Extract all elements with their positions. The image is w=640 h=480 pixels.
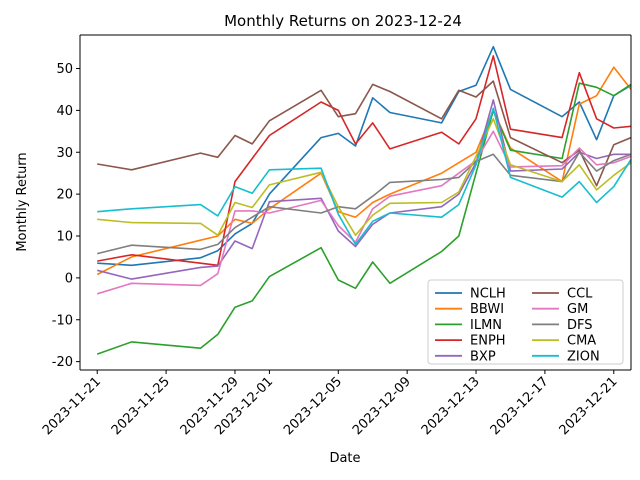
legend-label: GM — [567, 302, 588, 317]
series-line-bxp — [97, 99, 631, 280]
y-tick-label: -10 — [52, 313, 73, 328]
series-line-ilmn — [96, 82, 632, 355]
axes-layer — [79, 34, 632, 371]
y-tick-layer: -20 -10 0 10 20 30 40 50 — [52, 62, 80, 370]
y-axis-label: Monthly Return — [15, 152, 30, 251]
legend-label: BBWI — [470, 302, 504, 317]
y-tick-label: 50 — [56, 62, 73, 77]
x-axis-label: Date — [329, 451, 360, 466]
legend-label: CMA — [567, 334, 596, 349]
y-tick-label: -20 — [52, 355, 73, 370]
series-line-zion — [97, 107, 632, 246]
y-tick-label: 30 — [56, 146, 73, 161]
legend-label: CCL — [567, 287, 593, 302]
y-tick-label: 20 — [56, 188, 73, 203]
legend-label: BXP — [470, 349, 496, 364]
legend-label: ZION — [567, 349, 600, 364]
legend-label: ENPH — [470, 334, 506, 349]
legend-label: ILMN — [470, 318, 502, 333]
legend-box — [427, 279, 624, 365]
legend-label: NCLH — [470, 287, 506, 302]
series-line-bbwi — [96, 66, 632, 276]
series-line-cma — [97, 118, 632, 236]
y-tick-label: 0 — [65, 271, 73, 286]
y-tick-label: 40 — [56, 104, 73, 119]
chart-title: Monthly Returns on 2023-12-24 — [224, 12, 462, 30]
legend-label: DFS — [567, 318, 593, 333]
y-tick-label: 10 — [56, 230, 73, 245]
series-line-gm — [96, 130, 632, 295]
series-layer — [96, 45, 632, 355]
series-line-enph — [97, 55, 632, 267]
series-line-dfs — [97, 151, 632, 255]
